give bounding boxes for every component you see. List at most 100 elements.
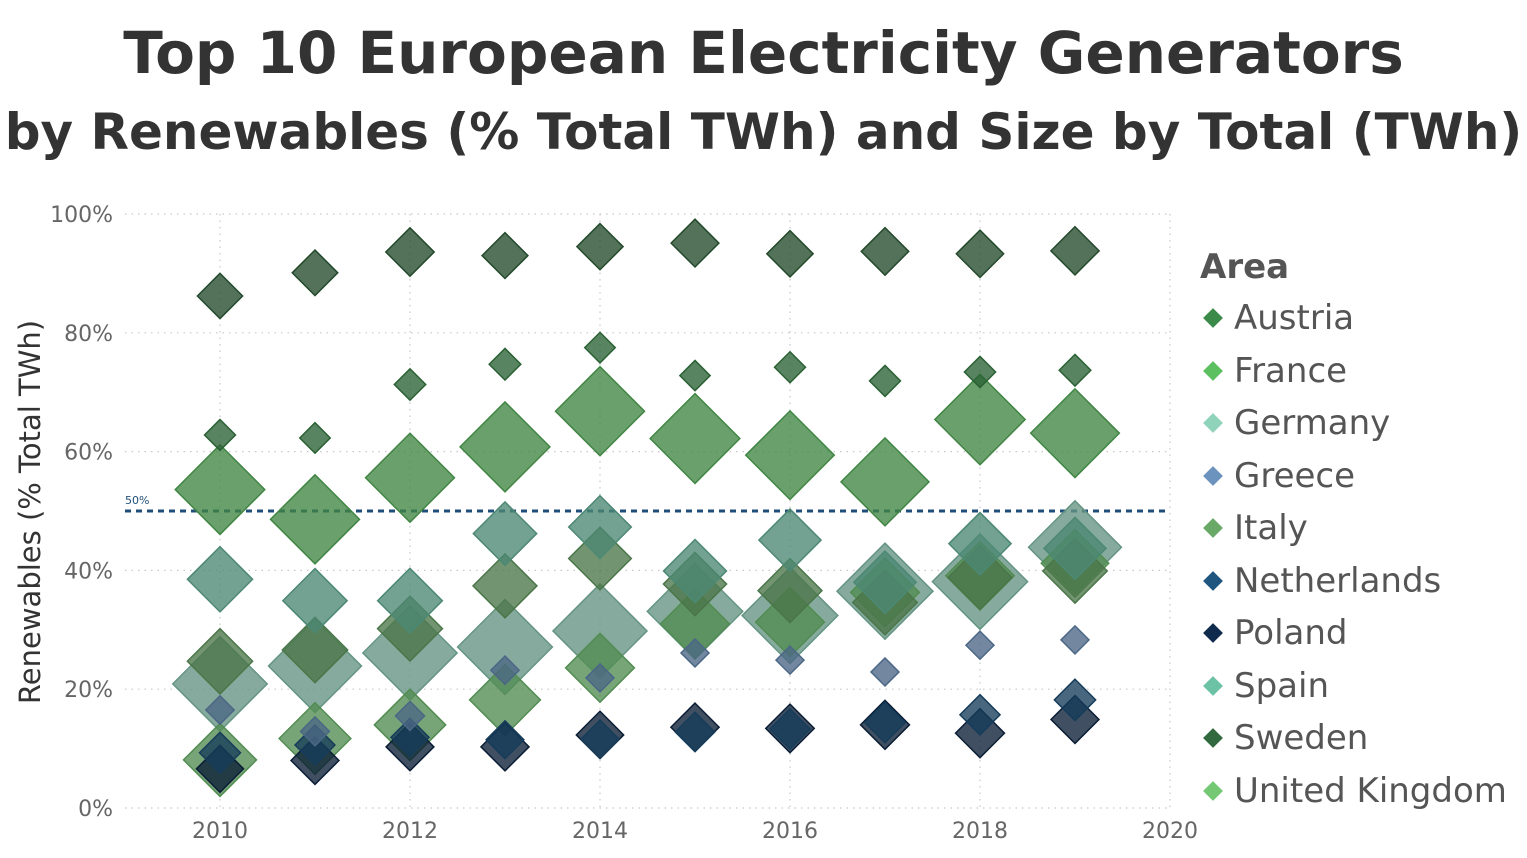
point-sweden-2015 [670,218,720,269]
point-sweden-2011 [291,248,339,297]
point-france-2014 [554,365,646,457]
point-greece-2013 [489,654,521,686]
point-spain-2012 [376,567,444,635]
point-italy-2018 [946,544,1014,611]
point-france-2011 [269,473,361,565]
legend-item-france[interactable]: France [1200,345,1507,398]
point-greece-2014 [584,662,616,693]
chart-title: Top 10 European Electricity Generators [123,19,1404,87]
point-italy-2010 [186,627,254,695]
legend-label: Spain [1234,665,1329,706]
point-sweden-2018 [955,229,1005,279]
point-austria-2013 [488,347,522,382]
point-spain-2018 [947,511,1013,576]
point-italy-2016 [756,557,824,624]
point-netherlands-2019 [1053,678,1097,722]
point-sweden-2012 [384,226,436,278]
legend-label: Austria [1234,298,1355,339]
point-netherlands-2015 [674,711,716,753]
legend-label: United Kingdom [1234,770,1507,811]
axes: 0% 20% 40% 60% 80% 100% 2010 2012 2014 2016 2018 20… [50,203,1198,844]
x-tick-label: 2014 [572,819,628,844]
x-tick-label: 2012 [382,819,438,844]
point-greece-2019 [1059,624,1091,655]
point-greece-2012 [394,700,426,732]
y-tick-label: 0% [78,797,113,822]
point-austria-2012 [393,367,427,402]
point-spain-2010 [186,545,254,613]
point-france-2015 [649,392,741,485]
point-sweden-2014 [575,222,625,271]
point-sweden-2016 [765,229,815,278]
legend-item-italy[interactable]: Italy [1200,502,1507,555]
diamond-icon [1203,570,1223,591]
legend-label: Poland [1234,613,1348,654]
legend-item-greece[interactable]: Greece [1200,450,1507,503]
point-france-2010 [174,443,266,536]
data-points [171,218,1123,798]
diamond-icon [1203,518,1223,539]
legend-item-sweden[interactable]: Sweden [1200,712,1507,765]
point-greece-2017 [869,656,901,688]
point-austria-2011 [298,421,332,455]
point-italy-2013 [471,552,539,619]
point-france-2019 [1029,387,1121,479]
point-netherlands-2016 [768,707,812,751]
point-netherlands-2017 [863,701,907,744]
point-france-2013 [459,400,551,493]
point-netherlands-2012 [389,717,431,758]
point-spain-2014 [567,494,633,560]
diamond-icon [1203,308,1223,329]
legend-label: Greece [1234,455,1356,496]
point-spain-2011 [281,567,349,634]
x-tick-label: 2018 [952,819,1008,844]
point-austria-2016 [773,350,807,384]
point-france-2016 [744,409,836,501]
point-austria-2017 [868,364,902,398]
y-tick-label: 60% [64,441,113,466]
x-tick-label: 2020 [1142,819,1198,844]
point-italy-2011 [281,616,349,684]
diamond-icon [1203,675,1223,696]
point-france-2018 [933,373,1027,466]
point-france-2017 [839,436,931,527]
legend-label: Italy [1234,508,1308,549]
x-tick-label: 2016 [762,819,818,844]
y-tick-label: 20% [64,678,113,703]
legend: Area Austria France Germany Greece Italy Neth… [1200,242,1507,817]
diamond-icon [1203,465,1223,486]
diamond-icon [1203,728,1223,749]
y-tick-label: 80% [64,322,113,347]
point-netherlands-2010 [198,731,242,775]
legend-item-netherlands[interactable]: Netherlands [1200,555,1507,608]
point-sweden-2017 [860,226,910,277]
legend-item-spain[interactable]: Spain [1200,660,1507,713]
point-france-2012 [364,432,456,524]
reference-line-label: 50% [125,494,149,507]
legend-item-united-kingdom[interactable]: United Kingdom [1200,765,1507,818]
point-austria-2010 [203,418,237,452]
legend-title: Area [1200,247,1290,287]
legend-item-austria[interactable]: Austria [1200,292,1507,345]
legend-item-germany[interactable]: Germany [1200,397,1507,450]
legend-items: Austria France Germany Greece Italy Netherlan… [1200,292,1507,817]
point-spain-2013 [472,500,538,567]
point-austria-2015 [678,359,712,392]
diamond-icon [1203,780,1223,801]
x-tick-label: 2010 [192,819,248,844]
point-greece-2011 [299,715,331,747]
point-austria-2014 [583,331,617,364]
legend-label: Netherlands [1234,560,1442,601]
point-greece-2010 [204,694,236,726]
reference-line: 50% [125,494,1170,513]
diamond-icon [1203,623,1223,644]
legend-label: France [1234,350,1348,391]
point-greece-2015 [679,637,711,669]
legend-label: Germany [1234,403,1391,444]
y-tick-label: 100% [50,203,113,228]
point-sweden-2019 [1049,225,1101,276]
point-netherlands-2014 [579,718,621,760]
point-sweden-2013 [481,231,529,280]
point-spain-2016 [757,507,823,573]
legend-item-poland[interactable]: Poland [1200,607,1507,660]
